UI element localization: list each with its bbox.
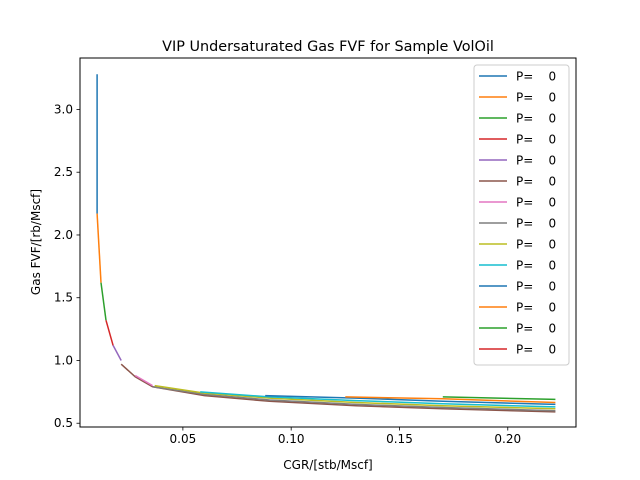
y-tick-label: 1.5 [54, 291, 73, 305]
legend: P= 0 P= 0 P= 0 P= 0 P= 0 P= 0 P= 0 P= 0 P= 0 P= 0… [473, 64, 570, 366]
series-line-5 [112, 345, 122, 361]
legend-label: P= 0 [516, 175, 556, 189]
legend-label: P= 0 [516, 280, 556, 294]
series-line-9 [154, 384, 556, 410]
series-line-3 [100, 282, 107, 321]
legend-label: P= 0 [516, 259, 556, 273]
series-line-10 [200, 391, 556, 408]
y-tick-label: 3.0 [54, 102, 73, 116]
legend-label: P= 0 [516, 238, 556, 252]
series-line-2 [96, 213, 102, 283]
plot-lines [96, 74, 556, 413]
legend-box [473, 64, 570, 366]
y-tick-label: 2.0 [54, 228, 73, 242]
legend-label: P= 0 [516, 322, 556, 336]
legend-label: P= 0 [516, 217, 556, 231]
series-line-13 [442, 396, 556, 401]
x-tick-label: 0.20 [494, 432, 521, 446]
legend-label: P= 0 [516, 133, 556, 147]
legend-label: P= 0 [516, 70, 556, 84]
series-line-8 [152, 386, 556, 412]
x-axis: 0.05 0.10 0.15 0.20 [170, 427, 521, 446]
series-line-6 [120, 363, 556, 413]
y-axis: 0.5 1.0 1.5 2.0 2.5 3.0 [54, 102, 80, 430]
y-tick-label: 0.5 [54, 416, 73, 430]
y-tick-label: 1.0 [54, 353, 73, 367]
series-line-7 [134, 374, 153, 387]
legend-label: P= 0 [516, 196, 556, 210]
series-line-4 [105, 320, 114, 346]
y-axis-label: Gas FVF/[rb/Mscf] [29, 189, 43, 295]
x-tick-label: 0.10 [278, 432, 305, 446]
x-tick-label: 0.05 [170, 432, 197, 446]
legend-label: P= 0 [516, 301, 556, 315]
series-line-11 [265, 394, 556, 406]
legend-label: P= 0 [516, 343, 556, 357]
plot-area-frame [79, 57, 577, 428]
legend-label: P= 0 [516, 154, 556, 168]
y-tick-label: 2.5 [54, 165, 73, 179]
legend-label: P= 0 [516, 91, 556, 105]
x-axis-label: CGR/[stb/Mscf] [283, 458, 372, 472]
legend-label: P= 0 [516, 112, 556, 126]
chart-title: VIP Undersaturated Gas FVF for Sample Vo… [162, 39, 494, 55]
series-line-12 [345, 396, 556, 404]
x-tick-label: 0.15 [386, 432, 413, 446]
